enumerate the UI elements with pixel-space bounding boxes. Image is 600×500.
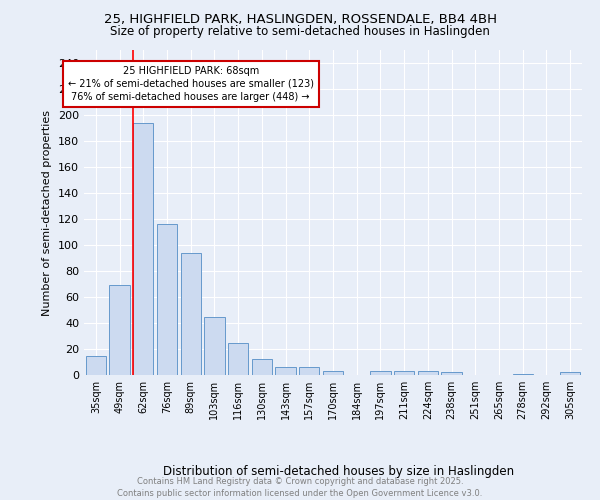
Text: 25 HIGHFIELD PARK: 68sqm
← 21% of semi-detached houses are smaller (123)
76% of : 25 HIGHFIELD PARK: 68sqm ← 21% of semi-d… [68,66,314,102]
Y-axis label: Number of semi-detached properties: Number of semi-detached properties [43,110,52,316]
Bar [370,371,391,375]
Bar [86,356,106,375]
Text: Size of property relative to semi-detached houses in Haslingden: Size of property relative to semi-detach… [110,25,490,38]
Bar [157,224,177,375]
Bar [418,371,438,375]
Bar [512,374,533,375]
Bar [442,372,461,375]
Bar [252,360,272,375]
Bar [394,371,414,375]
Bar [109,286,130,375]
Bar [133,123,154,375]
Bar [299,367,319,375]
Bar [205,316,224,375]
Text: Distribution of semi-detached houses by size in Haslingden: Distribution of semi-detached houses by … [163,464,515,477]
Bar [275,367,296,375]
Bar [560,372,580,375]
Text: Contains HM Land Registry data © Crown copyright and database right 2025.
Contai: Contains HM Land Registry data © Crown c… [118,476,482,498]
Bar [323,371,343,375]
Text: 25, HIGHFIELD PARK, HASLINGDEN, ROSSENDALE, BB4 4BH: 25, HIGHFIELD PARK, HASLINGDEN, ROSSENDA… [104,12,497,26]
Bar [181,253,201,375]
Bar [228,342,248,375]
